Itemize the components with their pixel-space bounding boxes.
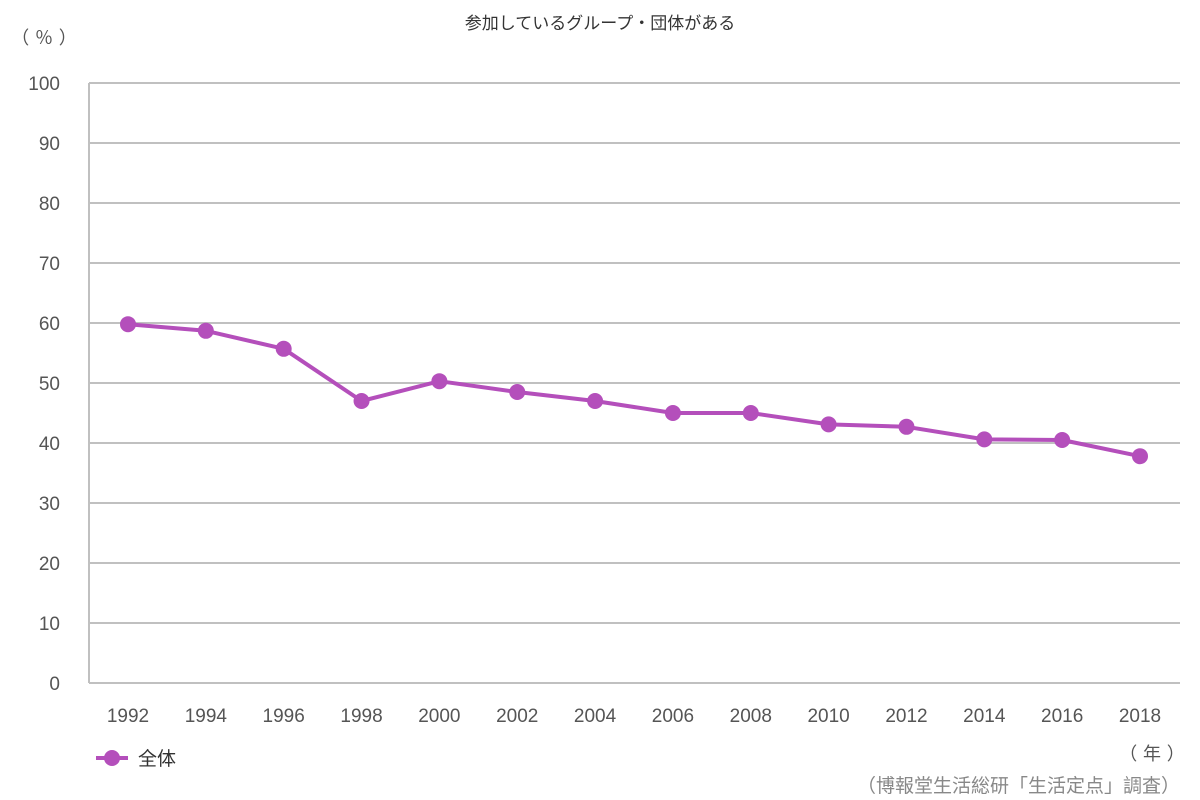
chart-title: 参加しているグループ・団体がある (465, 14, 735, 34)
data-point (353, 393, 370, 409)
x-tick-label: 1996 (263, 706, 305, 727)
data-point (275, 340, 292, 357)
series-line (127, 322, 1141, 459)
x-tick-label: 2004 (574, 706, 617, 727)
data-point (976, 431, 993, 448)
data-point (820, 416, 837, 433)
data-point (664, 405, 681, 421)
y-tick-label: 10 (39, 614, 60, 635)
y-tick-label: 70 (39, 254, 60, 275)
x-tick-label: 2016 (1041, 706, 1083, 727)
x-tick-label: 2012 (885, 706, 927, 727)
data-point (120, 316, 136, 333)
y-tick-label: 60 (39, 314, 60, 335)
y-tick-label: 80 (39, 194, 60, 215)
x-tick-label: 2008 (730, 706, 772, 727)
data-point (431, 373, 448, 390)
y-tick-label: 90 (39, 134, 60, 155)
data-point (509, 384, 526, 400)
data-point (1132, 448, 1148, 465)
data-point (898, 418, 915, 435)
legend-dot-marker (104, 750, 120, 766)
legend-label: 全体 (138, 748, 176, 770)
data-point (1054, 432, 1071, 448)
x-tick-label: 1992 (107, 706, 149, 727)
x-tick-label: 2002 (496, 706, 538, 727)
x-tick-label: 1998 (340, 706, 382, 727)
data-point (742, 405, 759, 421)
x-tick-label: 2018 (1119, 706, 1161, 727)
y-tick-label: 20 (39, 554, 60, 575)
legend: 全体 (96, 748, 176, 770)
x-tick-label: 2000 (418, 706, 460, 727)
y-tick-label: 0 (49, 674, 60, 695)
y-tick-label: 100 (28, 74, 60, 95)
y-axis-unit: （ ％ ） (11, 28, 76, 49)
x-tick-label: 2010 (807, 706, 849, 727)
x-axis-unit: （ 年 ） (1119, 744, 1184, 765)
y-tick-label: 40 (39, 434, 60, 455)
y-tick-label: 30 (39, 494, 60, 515)
data-point (197, 322, 214, 339)
source-note: （博報堂生活総研「生活定点」調査） (857, 775, 1180, 797)
data-point (587, 393, 604, 409)
y-tick-label: 50 (39, 374, 60, 395)
x-tick-label: 1994 (185, 706, 228, 727)
x-tick-label: 2014 (963, 706, 1006, 727)
x-tick-label: 2006 (652, 706, 694, 727)
